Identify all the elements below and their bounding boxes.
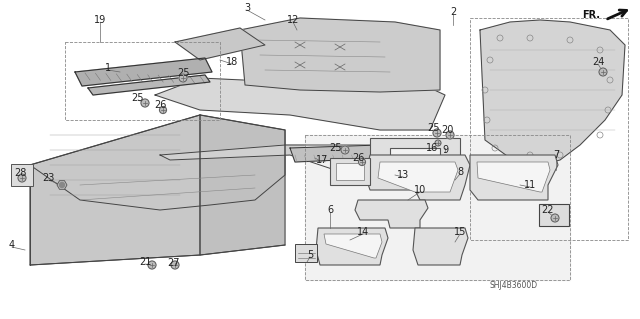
Circle shape: [159, 107, 166, 114]
Polygon shape: [413, 228, 468, 265]
Text: 11: 11: [524, 180, 536, 190]
Text: 16: 16: [426, 143, 438, 153]
Polygon shape: [175, 28, 265, 60]
Text: 25: 25: [330, 143, 342, 153]
Circle shape: [551, 214, 559, 222]
Text: 23: 23: [42, 173, 54, 183]
Polygon shape: [378, 162, 458, 192]
Circle shape: [433, 129, 441, 137]
Text: 20: 20: [441, 125, 453, 135]
Polygon shape: [30, 115, 200, 265]
FancyBboxPatch shape: [539, 204, 569, 226]
Text: 17: 17: [316, 155, 328, 165]
Text: 26: 26: [154, 100, 166, 110]
FancyBboxPatch shape: [295, 244, 317, 262]
Polygon shape: [88, 75, 210, 95]
Polygon shape: [155, 78, 445, 130]
Circle shape: [179, 74, 187, 82]
Polygon shape: [370, 138, 460, 155]
Text: 6: 6: [327, 205, 333, 215]
Text: 25: 25: [132, 93, 144, 103]
Text: SHJ4B3600D: SHJ4B3600D: [490, 280, 538, 290]
Text: 12: 12: [287, 15, 299, 25]
Circle shape: [60, 182, 65, 188]
Circle shape: [148, 261, 156, 269]
Text: 14: 14: [357, 227, 369, 237]
Polygon shape: [316, 228, 388, 265]
Text: 26: 26: [352, 153, 364, 163]
Text: 18: 18: [226, 57, 238, 67]
Text: 3: 3: [244, 3, 250, 13]
Text: 19: 19: [94, 15, 106, 25]
Circle shape: [435, 140, 441, 146]
Polygon shape: [477, 162, 550, 192]
Text: FR.: FR.: [582, 10, 600, 20]
Polygon shape: [200, 115, 285, 255]
Text: 9: 9: [442, 145, 448, 155]
Text: 8: 8: [457, 167, 463, 177]
Polygon shape: [305, 135, 570, 280]
Circle shape: [446, 131, 454, 139]
Circle shape: [358, 159, 365, 166]
Polygon shape: [240, 18, 440, 92]
Circle shape: [18, 174, 26, 182]
Polygon shape: [330, 158, 370, 185]
Text: 4: 4: [9, 240, 15, 250]
Text: 25: 25: [427, 123, 439, 133]
Polygon shape: [290, 145, 385, 162]
Text: 5: 5: [307, 250, 313, 260]
Polygon shape: [57, 181, 67, 189]
Polygon shape: [336, 163, 364, 180]
Text: 2: 2: [450, 7, 456, 17]
Text: 7: 7: [553, 150, 559, 160]
Polygon shape: [324, 234, 382, 258]
Circle shape: [171, 261, 179, 269]
Text: 21: 21: [139, 257, 151, 267]
Text: 28: 28: [14, 168, 26, 178]
Text: 15: 15: [454, 227, 466, 237]
Circle shape: [141, 99, 149, 107]
FancyBboxPatch shape: [11, 164, 33, 186]
Polygon shape: [480, 20, 625, 165]
Text: 27: 27: [167, 258, 179, 268]
Text: 24: 24: [592, 57, 604, 67]
Circle shape: [341, 146, 349, 154]
Polygon shape: [470, 155, 558, 200]
Polygon shape: [75, 58, 212, 86]
Text: 1: 1: [105, 63, 111, 73]
Polygon shape: [365, 155, 470, 200]
Polygon shape: [30, 115, 285, 210]
Text: 22: 22: [541, 205, 554, 215]
Text: 13: 13: [397, 170, 409, 180]
Polygon shape: [160, 140, 445, 175]
Circle shape: [599, 68, 607, 76]
Text: 25: 25: [177, 68, 189, 78]
Text: 10: 10: [414, 185, 426, 195]
Polygon shape: [355, 200, 428, 228]
